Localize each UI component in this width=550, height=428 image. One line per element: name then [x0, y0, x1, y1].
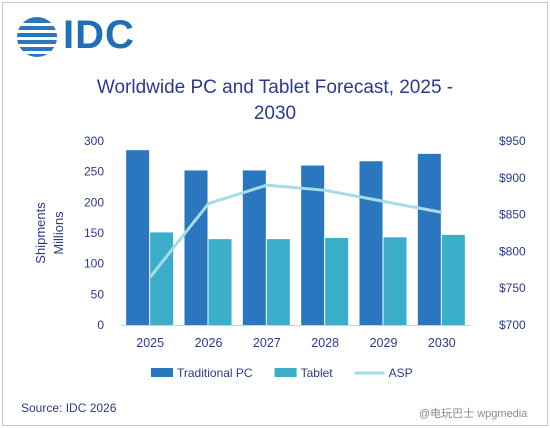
bar-tablet	[441, 234, 465, 325]
y2-tick-label: $700	[499, 318, 526, 332]
y-tick-label: 100	[84, 257, 104, 271]
x-tick-label: 2030	[428, 336, 456, 350]
bar-tablet	[150, 232, 174, 325]
x-tick-label: 2027	[253, 336, 281, 350]
chart-title-line-2: 2030	[253, 103, 297, 124]
x-tick-label: 2029	[370, 336, 398, 350]
legend-swatch	[274, 368, 297, 377]
bar-tablet	[325, 237, 349, 325]
x-tick-label: 2026	[195, 336, 223, 350]
y-tick-label: 200	[84, 195, 104, 209]
idc-globe-icon	[17, 17, 57, 57]
y-tick-label: 250	[84, 165, 104, 179]
source-note: Source: IDC 2026	[21, 401, 117, 415]
chart-title: Worldwide PC and Tablet Forecast, 2025 -…	[63, 75, 487, 127]
legend-swatch	[151, 368, 173, 377]
y2-tick-label: $800	[499, 244, 526, 258]
legend-label: Tablet	[301, 366, 334, 380]
y-axis-label-line-2: Millions	[51, 211, 66, 255]
bar-traditional-pc	[417, 153, 441, 325]
bar-traditional-pc	[359, 161, 383, 325]
y-tick-label: 50	[91, 287, 105, 301]
y-axis-label-line-1: Shipments	[33, 202, 48, 264]
chart-plot: 0 50 100 150 200 250 300 $700 $750 $800 $850 $900 $9…	[33, 134, 526, 380]
y2-tick-label: $750	[499, 281, 526, 295]
y-tick-label: 0	[97, 318, 104, 332]
y-tick-label: 300	[84, 134, 104, 148]
bar-traditional-pc	[184, 170, 208, 325]
bar-traditional-pc	[242, 170, 266, 325]
bar-tablet	[208, 239, 232, 325]
y2-tick-label: $900	[499, 171, 526, 185]
bar-tablet	[383, 237, 407, 325]
legend-label: ASP	[389, 366, 413, 380]
bar-traditional-pc	[301, 165, 325, 325]
watermark: @电玩巴士 wpgmedia	[419, 408, 528, 420]
bar-traditional-pc	[126, 150, 150, 325]
y-tick-label: 150	[84, 226, 104, 240]
y2-tick-label: $850	[499, 208, 526, 222]
bar-tablet	[266, 239, 290, 325]
chart-title-line-1: Worldwide PC and Tablet Forecast, 2025 -	[96, 77, 454, 98]
logo-text: IDC	[63, 13, 135, 57]
x-tick-label: 2028	[311, 336, 339, 350]
x-tick-label: 2025	[136, 336, 164, 350]
y2-tick-label: $950	[499, 134, 526, 148]
line-asp	[148, 183, 443, 279]
legend-label: Traditional PC	[177, 366, 253, 380]
